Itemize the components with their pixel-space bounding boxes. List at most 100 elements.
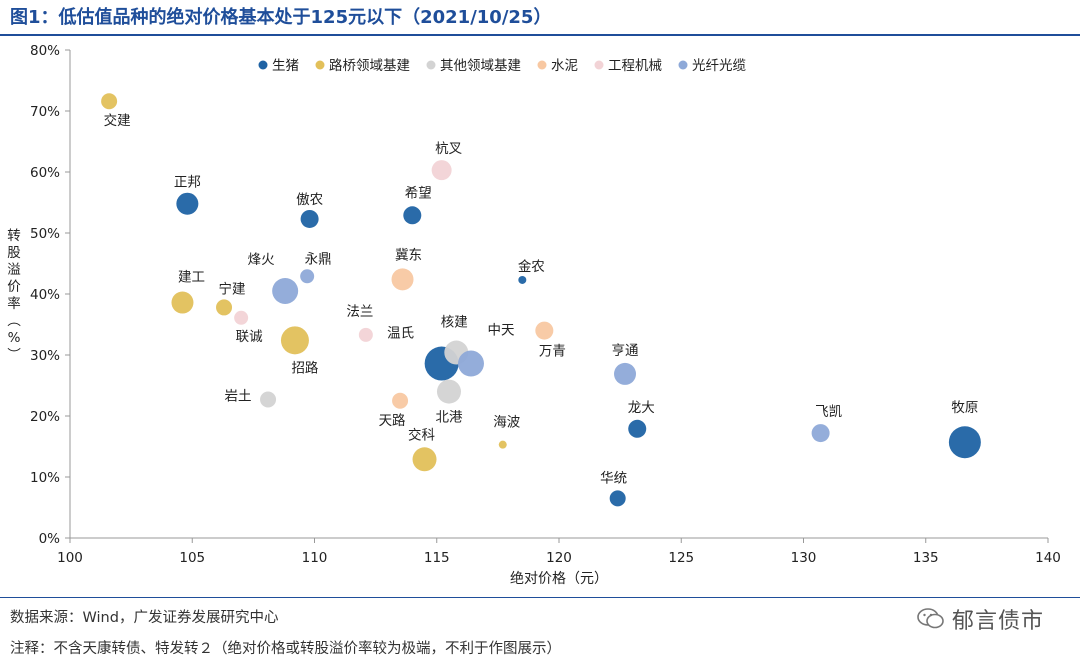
y-tick-label: 10%: [30, 470, 60, 486]
y-tick-label: 60%: [30, 165, 60, 181]
scatter-point: [300, 269, 315, 284]
y-tick-label: 40%: [30, 287, 60, 303]
y-axis-label-char: 转: [7, 228, 21, 244]
y-axis-label-char: %: [8, 330, 21, 346]
point-label: 正邦: [174, 175, 201, 191]
legend-item: 路桥领域基建: [315, 57, 410, 74]
watermark: 郁言债市: [916, 603, 1044, 635]
scatter-point: [431, 160, 452, 181]
x-tick-label: 110: [302, 550, 328, 566]
point-label: 招路: [291, 360, 318, 376]
scatter-point: [403, 206, 422, 225]
x-axis-label: 绝对价格（元）: [510, 571, 608, 587]
legend-item: 水泥: [537, 58, 578, 74]
remark-note: 注释：不含天康转债、特发转２（绝对价格或转股溢价率较为极端，不利于作图展示）: [10, 641, 561, 657]
legend-label: 生猪: [272, 58, 299, 74]
source-note: 数据来源：Wind，广发证券发展研究中心: [10, 610, 279, 626]
x-tick-label: 135: [913, 550, 939, 566]
point-label: 宁建: [219, 280, 246, 297]
legend-marker: [537, 60, 547, 70]
legend-marker: [315, 60, 325, 70]
y-tick-label: 0%: [39, 531, 61, 547]
point-label: 核建: [441, 315, 468, 331]
footer-rule: [0, 597, 1080, 598]
scatter-point: [260, 391, 277, 408]
scatter-point: [216, 299, 233, 316]
point-label: 海波: [493, 415, 521, 431]
legend-marker: [594, 60, 604, 70]
y-axis-label-char: ）: [5, 347, 21, 361]
scatter-point: [609, 490, 626, 507]
scatter-point: [457, 350, 484, 377]
point-label: 中天: [487, 323, 514, 339]
point-label: 永鼎: [305, 251, 332, 267]
y-tick-label: 70%: [30, 104, 60, 120]
legend-item: 其他领域基建: [426, 57, 521, 74]
scatter-point: [391, 268, 414, 291]
point-label: 温氏: [387, 326, 414, 342]
point-label: 联诚: [236, 329, 263, 345]
legend-label: 光纤光缆: [692, 58, 746, 74]
legend-marker: [258, 60, 268, 70]
x-tick-label: 100: [57, 550, 83, 566]
scatter-point: [280, 326, 309, 355]
point-label: 岩土: [225, 389, 252, 405]
y-axis-label-char: （: [5, 313, 21, 327]
legend-marker: [426, 60, 436, 70]
scatter-point: [535, 321, 554, 340]
point-label: 交建: [104, 112, 131, 129]
legend-item: 光纤光缆: [678, 58, 746, 74]
x-tick-label: 140: [1035, 550, 1061, 566]
y-tick-label: 50%: [30, 226, 60, 242]
x-tick-label: 115: [424, 550, 450, 566]
scatter-point: [811, 424, 830, 443]
scatter-point: [392, 392, 409, 409]
point-label: 金农: [518, 259, 545, 275]
point-label: 飞凯: [815, 404, 843, 420]
y-tick-label: 80%: [30, 43, 60, 59]
legend-item: 工程机械: [594, 58, 662, 74]
y-axis-label-char: 价: [7, 279, 21, 295]
y-axis-label: 转股溢价率（%）: [5, 228, 21, 361]
y-tick-label: 20%: [30, 409, 60, 425]
figure-title: 图1：低估值品种的绝对价格基本处于125元以下（2021/10/25）: [10, 7, 552, 28]
scatter-point: [498, 440, 507, 449]
y-axis-label-char: 股: [7, 245, 21, 261]
legend-label: 路桥领域基建: [329, 57, 410, 74]
scatter-point: [176, 192, 199, 215]
point-label: 牧原: [951, 400, 978, 416]
point-label: 烽火: [248, 252, 275, 268]
point-label: 建工: [178, 270, 205, 286]
wechat-icon: [917, 608, 944, 629]
legend-item: 生猪: [258, 58, 299, 74]
point-label: 冀东: [395, 247, 422, 263]
point-label: 法兰: [346, 304, 373, 320]
scatter-point: [101, 93, 118, 110]
scatter-point: [628, 419, 647, 438]
point-label: 天路: [379, 413, 406, 429]
scatter-point: [171, 291, 194, 314]
y-axis-label-char: 率: [7, 295, 21, 312]
point-label: 万青: [539, 344, 566, 360]
y-axis-label-char: 溢: [7, 262, 21, 278]
y-tick-label: 30%: [30, 348, 60, 364]
point-label: 华统: [600, 470, 627, 486]
x-tick-label: 130: [791, 550, 817, 566]
scatter-point: [300, 209, 319, 228]
scatter-point: [436, 379, 461, 404]
point-label: 龙大: [628, 400, 655, 416]
legend-label: 水泥: [551, 58, 578, 74]
point-label: 杭叉: [435, 141, 462, 157]
title-rule: [0, 34, 1080, 36]
watermark-text: 郁言债市: [951, 609, 1044, 634]
point-label: 希望: [405, 185, 432, 201]
scatter-point: [234, 310, 249, 325]
scatter-chart: 0% 10% 20% 30% 40% 50% 60% 70% 80% 100 105 110 115 12…: [5, 43, 1061, 587]
x-tick-label: 125: [668, 550, 694, 566]
point-label: 北港: [435, 410, 462, 426]
point-label: 亨通: [612, 342, 640, 359]
point-label: 交科: [408, 426, 435, 443]
legend-label: 其他领域基建: [440, 57, 521, 74]
scatter-point: [948, 426, 981, 459]
x-tick-label: 105: [179, 550, 205, 566]
